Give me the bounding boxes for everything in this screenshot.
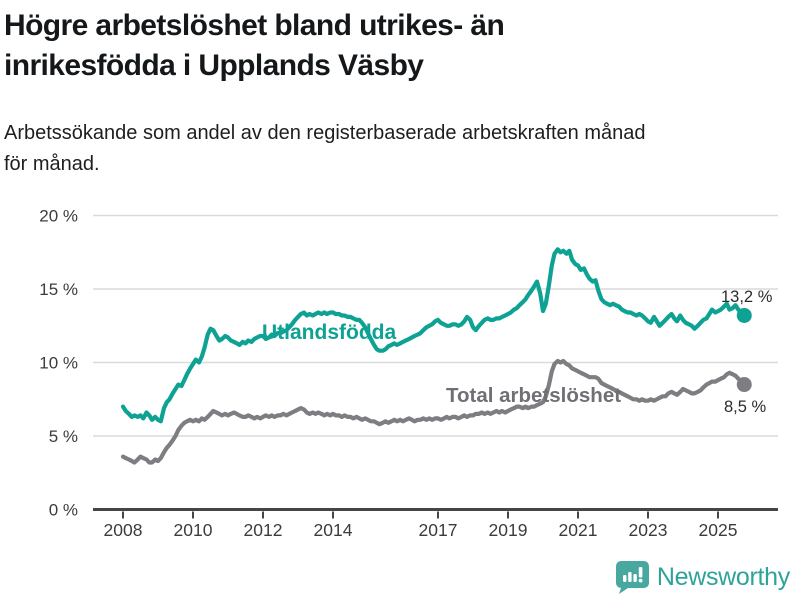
value-label-total: 8,5 % (724, 398, 767, 416)
x-tick-label-2019: 2019 (489, 520, 528, 540)
chart-title-line2: inrikesfödda i Upplands Väsby (4, 49, 424, 82)
bar-short (633, 574, 637, 582)
y-tick-label-20: 20 % (39, 207, 78, 226)
x-tick-label-2014: 2014 (314, 520, 353, 540)
y-tick-label-5: 5 % (49, 427, 78, 446)
bar-small (622, 575, 627, 582)
exclamation-bar (638, 567, 643, 578)
x-tick-label-2017: 2017 (419, 520, 458, 540)
newsworthy-icon (615, 561, 649, 594)
series-end-dot-1 (736, 377, 752, 393)
y-tick-label-15: 15 % (39, 280, 78, 299)
x-tick-label-2012: 2012 (244, 520, 283, 540)
x-tick-label-2021: 2021 (559, 520, 598, 540)
series-end-dot-0 (736, 307, 752, 323)
chart-subtitle-line1: Arbetssökande som andel av den registerb… (4, 122, 646, 144)
chart-subtitle-line2: för månad. (4, 153, 100, 175)
chart-title: Högre arbetslöshet bland utrikes- än inr… (4, 6, 505, 86)
series-line-0 (120, 247, 747, 424)
newsworthy-logo[interactable]: Newsworthy (614, 560, 790, 594)
bar-medium (628, 572, 632, 582)
y-tick-label-10: 10 % (39, 354, 78, 373)
y-tick-label-0: 0 % (49, 501, 78, 520)
newsworthy-wordmark: Newsworthy (656, 562, 790, 591)
exclamation-dot (638, 578, 643, 583)
series-label-utlandsfodda: Utlandsfödda (262, 321, 396, 344)
value-label-utlandsfodda: 13,2 % (721, 288, 773, 306)
x-tick-label-2025: 2025 (699, 520, 738, 540)
chart-subtitle: Arbetssökande som andel av den registerb… (4, 118, 646, 180)
x-tick-label-2008: 2008 (104, 520, 143, 540)
x-tick-label-2010: 2010 (174, 520, 213, 540)
speech-bubble-shape (615, 561, 649, 594)
x-tick-label-2023: 2023 (629, 520, 668, 540)
chart-title-line1: Högre arbetslöshet bland utrikes- än (4, 9, 505, 42)
series-line-1 (120, 358, 747, 465)
series-label-total: Total arbetslöshet (446, 384, 621, 407)
